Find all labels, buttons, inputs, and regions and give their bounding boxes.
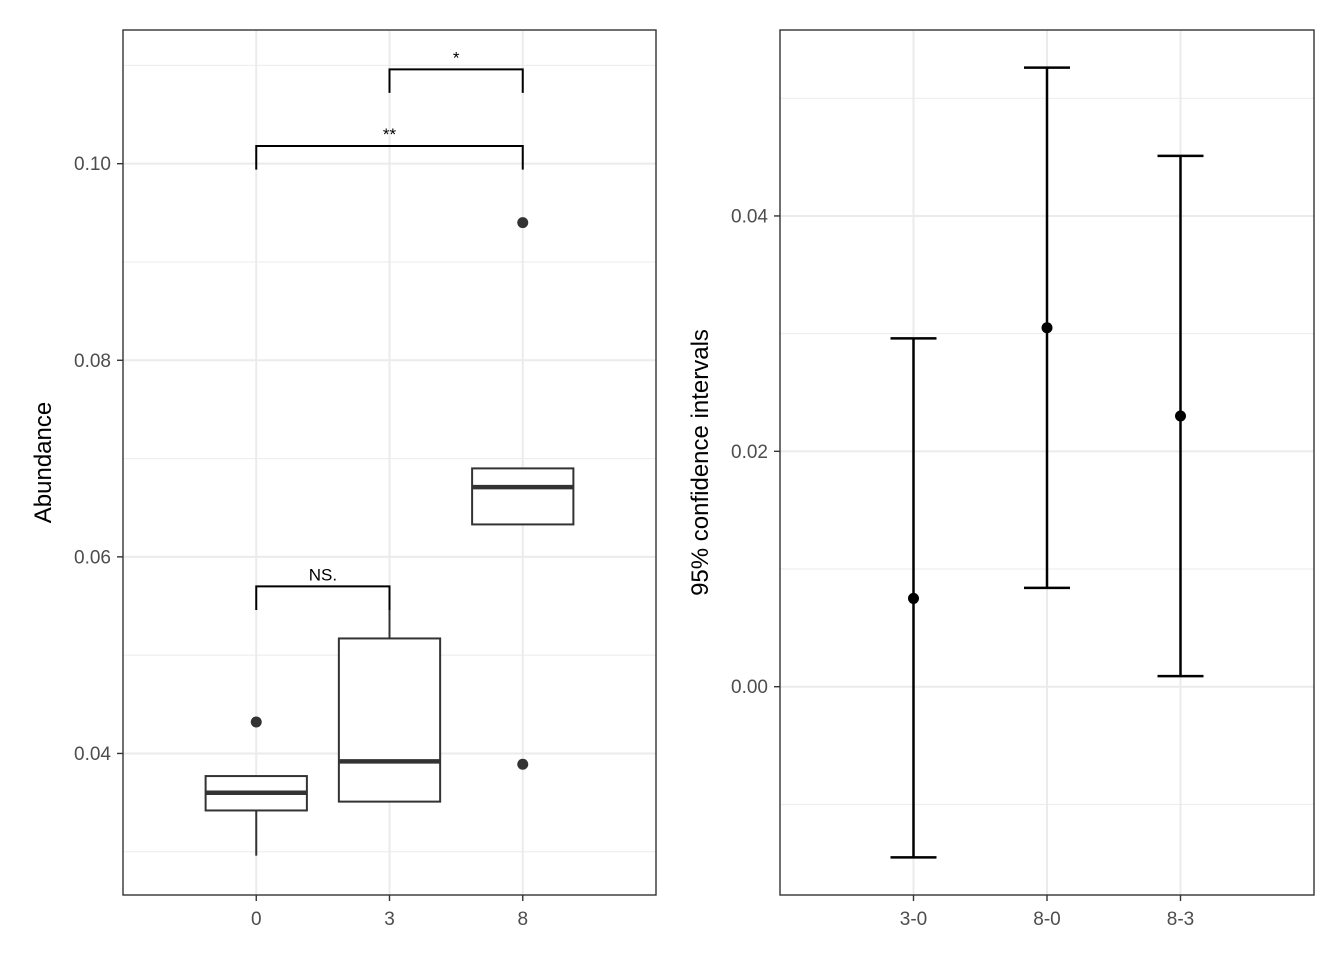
outlier-point <box>517 758 529 770</box>
boxplot-y-axis-title: Abundance <box>30 402 57 523</box>
ci-axes: 0.00 0.02 0.04 3-0 8-0 8-3 <box>731 206 1194 930</box>
y-tick-label: 0.02 <box>731 442 768 463</box>
significance-bracket: NS. <box>255 565 391 610</box>
ci-estimate-point <box>1175 410 1186 422</box>
y-tick-label: 0.08 <box>74 351 111 372</box>
ci-group-3-0 <box>890 337 937 859</box>
ci-marks <box>890 66 1204 859</box>
ci-y-axis-title: 95% confidence intervals <box>687 329 714 596</box>
y-tick-label: 0.04 <box>74 744 111 765</box>
ci-estimate-point <box>908 592 919 604</box>
y-tick-label: 0.00 <box>731 677 768 698</box>
y-tick-label: 0.04 <box>731 206 768 227</box>
ci-estimate-point <box>1041 322 1053 334</box>
boxplot-axes: 0.04 0.06 0.08 0.10 0 3 8 <box>74 154 528 930</box>
box-iqr <box>337 637 442 803</box>
x-tick-label: 3-0 <box>900 909 927 930</box>
significance-label: * <box>453 48 460 67</box>
x-tick-label: 8 <box>517 909 528 930</box>
significance-label: NS. <box>309 565 337 584</box>
box-group-3 <box>337 609 442 803</box>
bracket-line <box>255 144 524 170</box>
bracket-line <box>388 68 524 93</box>
boxplot-marks <box>204 217 575 856</box>
y-tick-label: 0.06 <box>74 547 111 568</box>
x-tick-label: 3 <box>384 909 395 930</box>
box-group-8 <box>471 217 575 770</box>
x-tick-label: 8-3 <box>1167 909 1194 930</box>
outlier-point <box>250 716 262 728</box>
significance-bracket: ** <box>255 125 524 170</box>
y-tick-label: 0.10 <box>74 154 111 175</box>
bracket-line <box>255 585 391 610</box>
ci-group-8-3 <box>1157 154 1204 678</box>
outlier-point <box>517 217 529 229</box>
confidence-interval-plot: 0.00 0.02 0.04 3-0 8-0 8-3 95% confidence int… <box>687 29 1315 930</box>
box-iqr <box>471 467 575 526</box>
x-tick-label: 8-0 <box>1033 909 1060 930</box>
significance-brackets: NS.*** <box>255 48 524 610</box>
x-tick-label: 0 <box>251 909 262 930</box>
ci-group-8-0 <box>1024 66 1070 590</box>
box-group-0 <box>204 716 308 856</box>
abundance-boxplot: NS.*** 0.040.060.080.100 3 8 Abundance <box>30 29 657 930</box>
significance-label: ** <box>383 125 397 144</box>
significance-bracket: * <box>388 48 524 93</box>
